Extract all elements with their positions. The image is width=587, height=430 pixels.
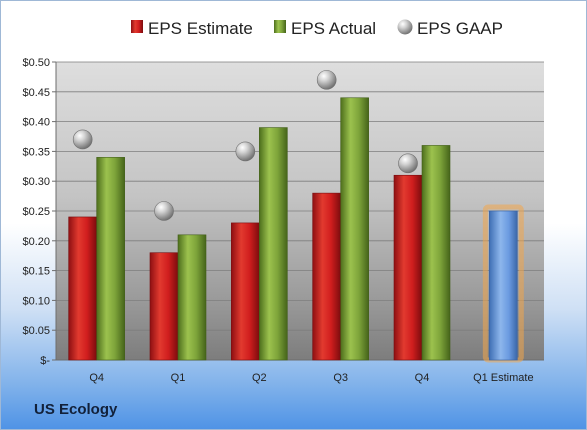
gaap-markers [72,70,418,221]
y-tick-label: $0.10 [22,295,50,307]
y-tick-label: $0.35 [22,146,50,158]
bar-eps-actual [96,157,125,361]
y-tick-label: $0.50 [22,57,50,69]
bars [68,97,524,363]
marker-eps-gaap [154,201,174,221]
bar-eps-forecast [489,210,518,361]
bar-eps-actual [259,127,288,361]
legend: EPS Estimate EPS Actual EPS GAAP [131,19,503,38]
legend-label-gaap: EPS GAAP [417,19,503,38]
bar-eps-estimate [312,192,341,361]
bar-eps-estimate [393,174,423,361]
legend-label-actual: EPS Actual [291,19,376,38]
y-tick-label: $0.25 [22,206,50,218]
marker-eps-gaap [316,70,337,90]
x-tick-label: Q4 [415,372,430,384]
bar-eps-estimate [68,216,97,361]
y-tick-label: $0.45 [22,87,50,99]
x-tick-label: Q1 Estimate [473,372,534,384]
bar-eps-actual [421,145,451,361]
marker-eps-gaap [235,141,256,162]
y-tick-label: $- [40,355,50,367]
x-tick-label: Q2 [252,372,267,384]
y-tick-label: $0.20 [22,236,50,248]
legend-label-estimate: EPS Estimate [148,19,253,38]
y-tick-label: $0.05 [22,325,50,337]
x-tick-label: Q1 [171,372,186,384]
y-tick-label: $0.30 [22,176,50,188]
bar-eps-actual [177,234,207,361]
bar-eps-actual [340,97,369,361]
company-name: US Ecology [34,401,118,418]
x-tick-label: Q4 [89,372,104,384]
y-tick-label: $0.15 [22,266,50,278]
bar-eps-estimate [149,252,179,361]
legend-swatch-actual [274,20,286,33]
legend-swatch-gaap [397,19,413,35]
bar-eps-estimate [231,222,260,361]
x-tick-label: Q3 [333,372,348,384]
marker-eps-gaap [72,129,93,150]
gridlines [56,61,544,331]
x-axis-ticks: Q4 Q1 Q2 Q3 Q4 Q1 Estimate [89,372,533,384]
legend-swatch-estimate [131,20,143,33]
marker-eps-gaap [398,153,418,174]
y-tick-label: $0.40 [22,117,50,129]
y-axis-ticks: $- $0.05 $0.10 $0.15 $0.20 $0.25 $0.30 $0.35 $0.… [22,57,56,367]
